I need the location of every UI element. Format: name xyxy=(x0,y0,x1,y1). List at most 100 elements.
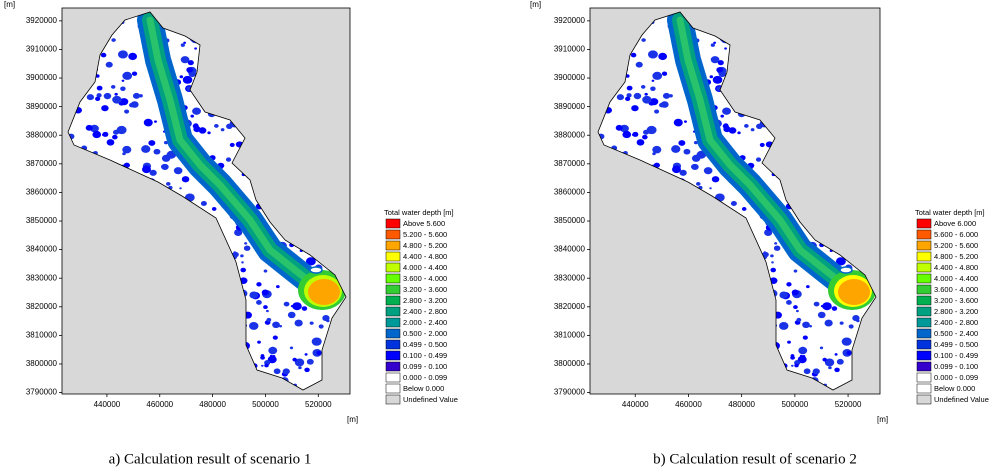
legend-swatch xyxy=(916,262,932,273)
shallow-patch xyxy=(182,75,193,84)
shallow-patch xyxy=(316,350,322,355)
shallow-patch xyxy=(691,163,699,171)
shallow-patch xyxy=(673,118,683,127)
legend-label: 0.000 - 0.099 xyxy=(403,373,447,382)
shallow-patch xyxy=(839,321,844,325)
shallow-patch xyxy=(834,367,840,373)
legend-swatch xyxy=(916,229,932,240)
shallow-patch xyxy=(131,71,138,76)
legend-label: 4.000 - 4.400 xyxy=(934,274,978,283)
legend-swatch xyxy=(916,394,932,405)
shallow-patch xyxy=(720,114,725,118)
shallow-patch xyxy=(120,86,126,91)
legend-label: 4.400 - 4.800 xyxy=(403,252,447,261)
legend-swatch xyxy=(916,284,932,295)
shallow-patch xyxy=(644,92,648,96)
shallow-patch xyxy=(192,107,201,115)
shallow-patch xyxy=(809,324,813,328)
shallow-patch xyxy=(703,167,713,175)
shallow-patch xyxy=(652,145,662,154)
y-tick-label: 3900000 xyxy=(26,73,58,82)
shallow-patch xyxy=(793,305,798,310)
y-tick-label: 3830000 xyxy=(26,273,58,282)
shallow-patch xyxy=(249,291,259,299)
shallow-patch xyxy=(256,300,262,305)
y-tick-label: 3910000 xyxy=(554,45,586,54)
shallow-patch xyxy=(143,118,153,127)
shallow-patch xyxy=(713,41,717,44)
shallow-patch xyxy=(261,289,269,296)
y-tick-label: 3920000 xyxy=(26,16,58,25)
y-unit: [m] xyxy=(530,0,541,9)
shallow-patch xyxy=(741,207,747,211)
shallow-patch xyxy=(661,71,668,76)
shallow-patch xyxy=(711,176,720,183)
legend-label: Above 5.600 xyxy=(403,219,445,228)
shallow-patch xyxy=(112,134,118,140)
legend-label: 3.600 - 4.000 xyxy=(934,285,978,294)
map-panel: 3790000 3800000 3810000 3820000 3830000 38400… xyxy=(4,0,458,467)
shallow-patch xyxy=(123,162,130,168)
shallow-patch xyxy=(149,169,157,176)
shallow-patch xyxy=(831,306,838,311)
x-tick-label: 480000 xyxy=(728,400,755,409)
shallow-patch xyxy=(273,368,281,375)
shallow-patch xyxy=(717,60,724,66)
legend-label: 5.200 - 5.600 xyxy=(934,241,978,250)
shallow-patch xyxy=(122,145,132,154)
shallow-patch xyxy=(635,61,643,68)
y-tick-label: 3900000 xyxy=(554,73,586,82)
legend-swatch xyxy=(385,284,401,295)
shallow-patch xyxy=(244,242,248,245)
y-tick-label: 3810000 xyxy=(26,330,58,339)
shallow-patch xyxy=(828,366,832,370)
shallow-patch xyxy=(132,92,141,99)
shallow-patch xyxy=(817,311,826,319)
basin-outline xyxy=(597,11,877,391)
shallow-patch xyxy=(311,337,322,346)
legend-swatch xyxy=(385,251,401,262)
legend-swatch xyxy=(916,361,932,372)
shallow-patch xyxy=(318,324,324,329)
caption: a) Calculation result of scenario 1 xyxy=(109,451,312,467)
legend-label: 4.800 - 5.200 xyxy=(934,252,978,261)
y-tick-label: 3820000 xyxy=(26,302,58,311)
legend-swatch xyxy=(916,251,932,262)
shallow-patch xyxy=(631,105,639,112)
shallow-patch xyxy=(790,355,795,360)
shallow-patch xyxy=(678,140,686,146)
shallow-patch xyxy=(105,61,113,68)
shallow-patch xyxy=(646,125,657,135)
island xyxy=(839,266,853,274)
legend-title: Total water depth [m] xyxy=(384,208,454,217)
shallow-patch xyxy=(822,302,832,311)
legend-swatch xyxy=(916,240,932,251)
legend-label: 5.600 - 6.000 xyxy=(934,230,978,239)
x-tick-label: 500000 xyxy=(782,400,809,409)
shallow-patch xyxy=(166,182,171,186)
shallow-patch xyxy=(232,251,239,258)
shallow-patch xyxy=(786,300,792,305)
legend-swatch xyxy=(385,339,401,350)
shallow-patch xyxy=(186,67,193,73)
shallow-patch xyxy=(795,309,799,313)
shallow-patch xyxy=(671,145,681,153)
shallow-patch xyxy=(85,124,93,131)
y-tick-label: 3850000 xyxy=(26,216,58,225)
shallow-patch xyxy=(658,52,668,61)
shallow-patch xyxy=(759,142,765,148)
y-tick-label: 3910000 xyxy=(26,45,58,54)
y-tick-label: 3850000 xyxy=(554,216,586,225)
shallow-patch xyxy=(716,67,723,73)
shallow-patch xyxy=(683,148,691,155)
shallow-patch xyxy=(709,187,712,190)
shallow-patch xyxy=(652,71,663,80)
legend-label: Undefined Value xyxy=(934,395,989,404)
shallow-patch xyxy=(116,125,127,135)
shallow-patch xyxy=(309,321,314,325)
shallow-patch xyxy=(643,129,650,135)
shallow-patch xyxy=(249,322,259,330)
shallow-patch xyxy=(625,96,631,101)
shallow-patch xyxy=(113,129,120,135)
